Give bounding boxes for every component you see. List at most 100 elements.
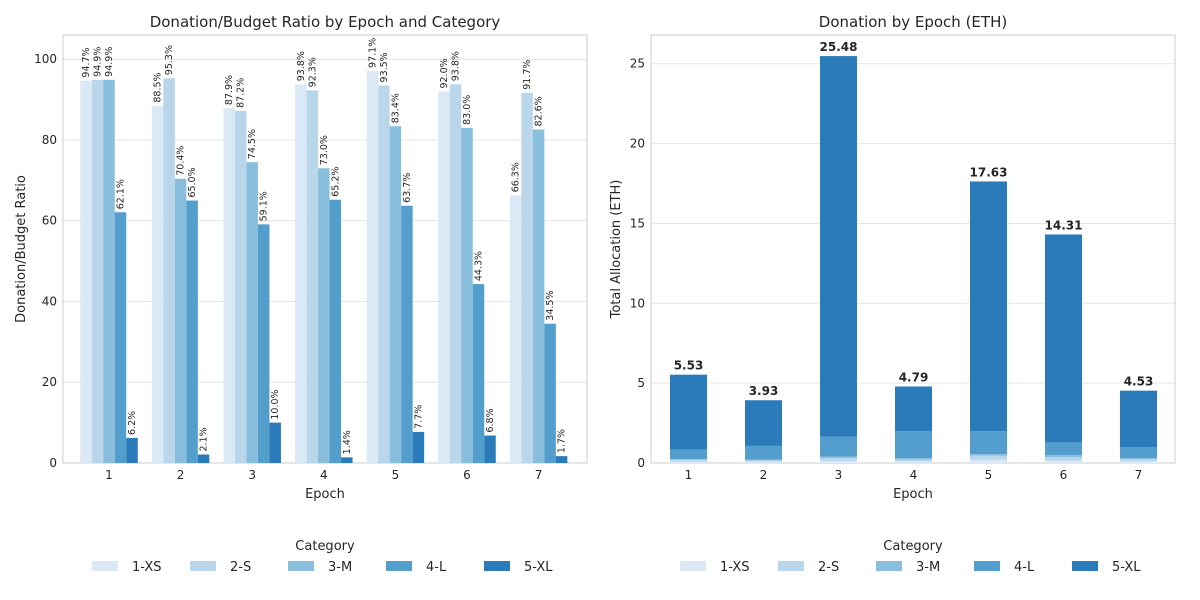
right-bar-1-XS-epoch-2 (745, 461, 782, 463)
right-bar-3-M-epoch-1 (670, 459, 707, 460)
left-data-label: 1.7% (557, 429, 568, 453)
left-data-label: 87.9% (224, 75, 235, 105)
right-x-tick-label: 6 (1060, 468, 1068, 482)
right-bar-5-XL-epoch-4 (895, 386, 932, 432)
left-y-tick-label: 100 (34, 52, 57, 66)
left-chart-title: Donation/Budget Ratio by Epoch and Categ… (150, 13, 501, 31)
right-bar-5-XL-epoch-3 (820, 56, 857, 437)
left-bar-3-M-epoch-2 (174, 178, 187, 463)
left-bar-2-S-epoch-2 (163, 78, 175, 464)
left-x-tick-label: 1 (105, 468, 113, 482)
left-data-label: 44.3% (474, 251, 485, 281)
left-data-label: 62.1% (116, 179, 127, 209)
left-bar-4-L-epoch-3 (257, 224, 270, 463)
right-total-label: 25.48 (820, 40, 858, 54)
left-data-label: 34.5% (545, 291, 556, 321)
left-x-axis-label: Epoch (305, 487, 345, 502)
left-legend-swatch (190, 561, 216, 571)
right-total-label: 4.53 (1124, 375, 1154, 389)
right-bar-1-XS-epoch-5 (970, 459, 1007, 463)
left-legend-swatch (484, 561, 510, 571)
right-bar-2-S-epoch-7 (1120, 459, 1157, 462)
right-legend-title: Category (883, 539, 943, 554)
left-y-axis-label: Donation/Budget Ratio (14, 175, 29, 323)
left-bar-1-XS-epoch-3 (223, 108, 235, 464)
right-total-label: 17.63 (970, 165, 1008, 179)
right-bar-4-L-epoch-3 (820, 436, 857, 457)
right-x-tick-label: 5 (985, 468, 993, 482)
left-data-label: 63.7% (402, 173, 413, 203)
left-bar-2-S-epoch-4 (306, 90, 319, 463)
left-data-label: 74.5% (247, 129, 258, 159)
right-bar-3-M-epoch-7 (1120, 458, 1157, 460)
right-legend-swatch (680, 561, 706, 571)
left-bar-1-XS-epoch-6 (438, 91, 450, 463)
left-data-label: 88.5% (153, 72, 164, 102)
left-legend-label: 3-M (328, 560, 352, 575)
right-y-axis-label: Total Allocation (ETH) (609, 180, 624, 320)
left-data-label: 73.0% (319, 135, 330, 165)
left-bar-4-L-epoch-2 (186, 200, 198, 463)
left-data-label: 65.2% (330, 167, 341, 197)
right-bar-1-XS-epoch-3 (820, 461, 857, 463)
left-y-tick-label: 40 (42, 294, 57, 308)
left-bar-2-S-epoch-3 (234, 110, 247, 464)
right-legend-swatch (876, 561, 902, 571)
left-bar-3-M-epoch-6 (461, 127, 473, 464)
right-x-tick-label: 7 (1135, 468, 1143, 482)
left-data-label: 66.3% (511, 162, 522, 192)
right-y-tick-label: 25 (630, 57, 645, 71)
right-bar-4-L-epoch-2 (745, 445, 782, 460)
right-bar-2-S-epoch-1 (670, 459, 707, 462)
right-bar-2-S-epoch-6 (1045, 457, 1082, 461)
right-bar-3-M-epoch-6 (1045, 455, 1082, 458)
left-bar-4-L-epoch-1 (114, 212, 127, 463)
right-bar-5-XL-epoch-2 (745, 400, 782, 446)
right-bar-5-XL-epoch-7 (1120, 390, 1157, 448)
left-data-label: 94.9% (104, 47, 115, 77)
left-bar-1-XS-epoch-5 (366, 70, 379, 463)
right-legend-swatch (1072, 561, 1098, 571)
right-y-tick-label: 10 (630, 296, 645, 310)
left-data-label: 94.9% (93, 47, 104, 77)
left-bar-3-M-epoch-1 (103, 79, 115, 463)
right-bar-2-S-epoch-4 (895, 459, 932, 462)
left-data-label: 6.2% (127, 411, 138, 435)
left-bar-5-XL-epoch-1 (126, 437, 138, 463)
left-bar-1-XS-epoch-4 (295, 84, 307, 463)
left-bar-2-S-epoch-6 (449, 84, 462, 463)
right-x-axis-label: Epoch (893, 487, 933, 502)
left-bar-5-XL-epoch-4 (341, 457, 353, 463)
left-bar-2-S-epoch-5 (378, 85, 390, 464)
left-legend-swatch (288, 561, 314, 571)
left-data-label: 92.3% (307, 57, 318, 87)
left-y-tick-label: 0 (49, 456, 57, 470)
right-bar-2-S-epoch-5 (970, 455, 1007, 460)
right-bar-1-XS-epoch-1 (670, 461, 707, 463)
left-data-label: 1.4% (342, 430, 353, 454)
right-legend-label: 4-L (1014, 560, 1035, 575)
right-bar-5-XL-epoch-5 (970, 181, 1007, 432)
left-y-tick-label: 60 (42, 214, 57, 228)
left-bar-4-L-epoch-7 (544, 323, 556, 463)
right-legend-label: 2-S (818, 560, 839, 575)
left-bar-1-XS-epoch-7 (509, 195, 522, 464)
left-x-tick-label: 3 (248, 468, 256, 482)
left-bar-3-M-epoch-4 (318, 168, 330, 463)
left-data-label: 87.2% (236, 78, 247, 108)
left-x-tick-label: 4 (320, 468, 328, 482)
right-bar-1-XS-epoch-4 (895, 461, 932, 463)
right-y-tick-label: 15 (630, 216, 645, 230)
left-bar-2-S-epoch-1 (91, 79, 104, 463)
left-data-label: 92.0% (439, 58, 450, 88)
right-x-tick-label: 3 (835, 468, 843, 482)
left-data-label: 83.0% (462, 95, 473, 125)
left-data-label: 70.4% (176, 146, 187, 176)
right-bar-4-L-epoch-4 (895, 431, 932, 459)
right-bar-3-M-epoch-4 (895, 458, 932, 460)
left-bar-5-XL-epoch-5 (412, 431, 425, 463)
right-x-tick-label: 4 (910, 468, 918, 482)
right-bar-4-L-epoch-1 (670, 449, 707, 460)
right-total-label: 3.93 (749, 384, 779, 398)
